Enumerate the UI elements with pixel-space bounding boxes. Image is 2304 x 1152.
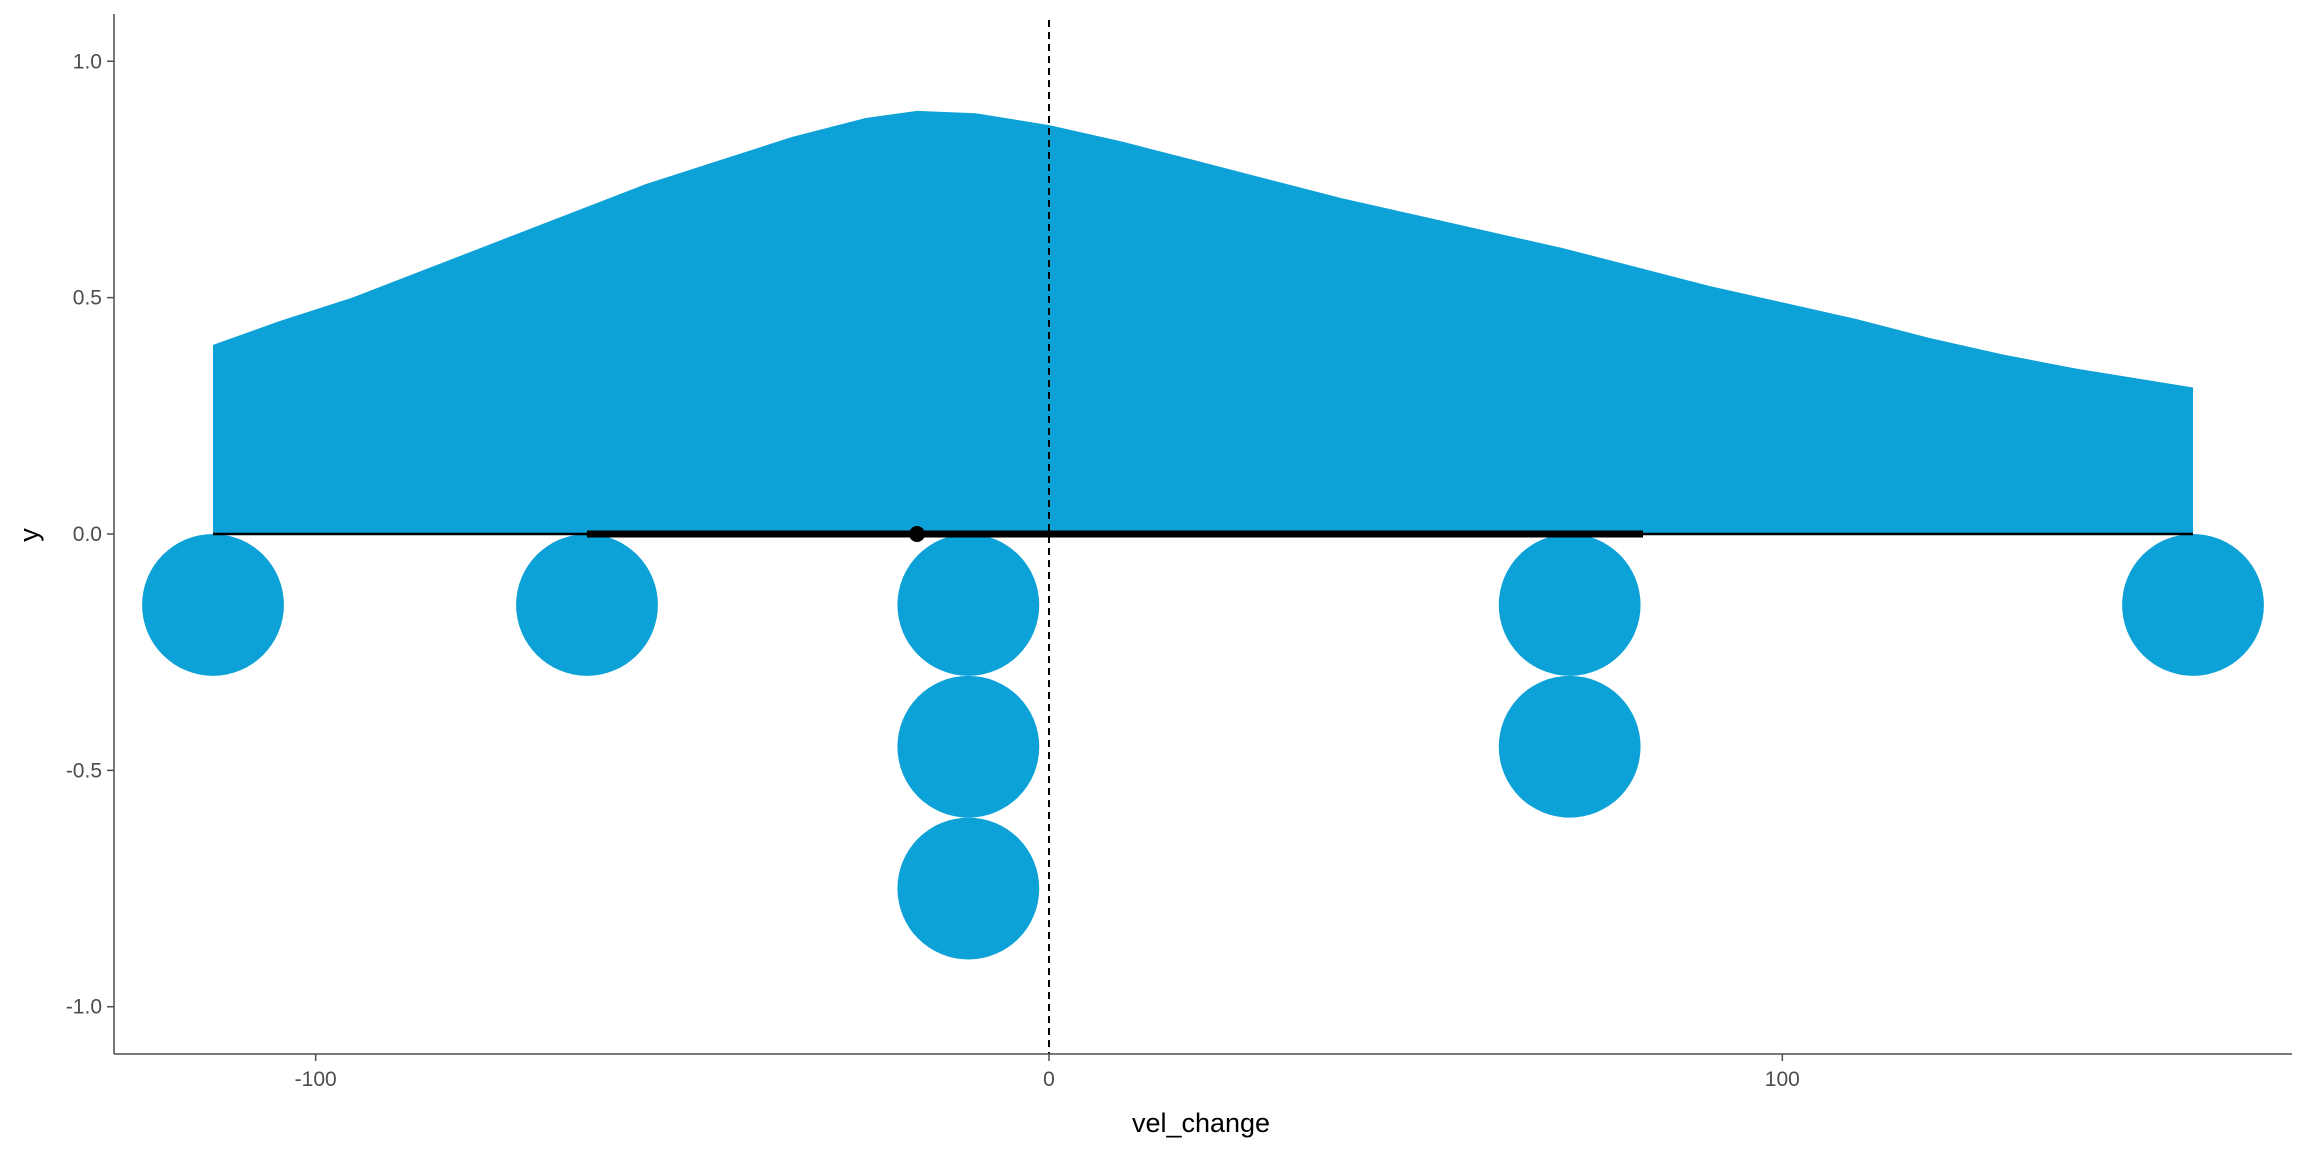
- x-tick-label: -100: [295, 1068, 337, 1091]
- y-tick-label: 0.0: [73, 523, 102, 546]
- dot-7: [1498, 675, 1641, 818]
- x-tick-label: 0: [1043, 1068, 1055, 1091]
- dot-4: [897, 675, 1040, 818]
- dot-8: [2122, 534, 2264, 676]
- y-tick-label: -0.5: [66, 759, 102, 782]
- dot-6: [1498, 534, 1641, 676]
- point-estimate: [909, 526, 925, 542]
- axes: -1.0 -0.5 0.0 0.5 1.0 -100 0 100: [66, 14, 2292, 1091]
- dot-5: [897, 817, 1040, 960]
- density-area: [213, 110, 2193, 534]
- y-tick-label: 1.0: [73, 50, 102, 73]
- dot-3: [897, 534, 1040, 676]
- x-tick-label: 100: [1765, 1068, 1800, 1091]
- plot-area: [142, 20, 2264, 1054]
- dot-1: [142, 534, 284, 676]
- y-tick-label: -1.0: [66, 996, 102, 1019]
- y-axis-title: y: [14, 528, 44, 542]
- y-tick-label: 0.5: [73, 287, 102, 310]
- x-axis-title: vel_change: [1132, 1108, 1270, 1138]
- dot-2: [516, 534, 658, 676]
